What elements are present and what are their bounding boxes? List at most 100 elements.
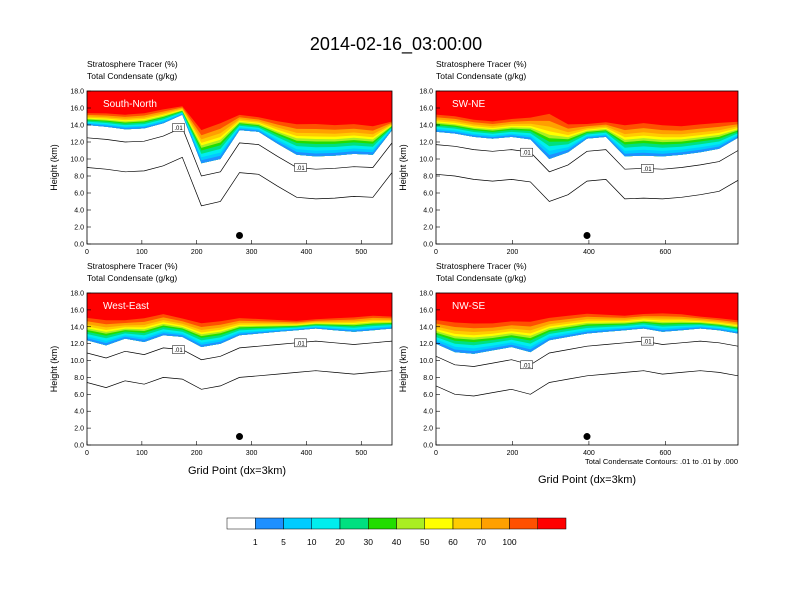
y-tick-label: 0.0 [423,443,433,450]
y-tick-label: 16.0 [70,106,84,113]
x-tick-label: 200 [191,249,203,256]
x-tick-label: 0 [434,450,438,457]
colorbar-swatch [283,517,312,530]
tracer-band-8 [87,325,392,347]
location-marker [236,232,243,239]
panel-3: Stratosphere Tracer (%) Total Condensate … [398,261,739,457]
colorbar-swatch [509,517,538,530]
y-tick-label: 14.0 [419,123,433,130]
colorbar-label: 10 [307,537,317,547]
y-tick-label: 2.0 [74,426,84,433]
colorbar-swatch [452,517,482,530]
tracer-band-10 [436,327,738,354]
condensate-contour-line [87,340,392,361]
panel-title-tracer: Stratosphere Tracer (%) [87,59,178,69]
y-tick-label: 8.0 [74,375,84,382]
main-title: 2014-02-16_03:00:00 [310,34,482,55]
y-axis-title: Height (km) [398,144,408,191]
location-marker [583,232,591,239]
y-tick-label: 2.0 [74,225,84,232]
colorbar: 1 5 10 20 30 40 50 60 70 100 [226,517,567,547]
tracer-top-strip [87,293,392,302]
colorbar-swatch [368,517,397,530]
contour-label: .01 [522,151,531,157]
x-tick-label: 0 [85,249,89,256]
y-tick-label: 8.0 [423,375,433,382]
colorbar-swatch [339,517,369,530]
panel-title-condensate: Total Condensate (g/kg) [436,71,526,81]
y-tick-label: 18.0 [70,89,84,96]
contour-label-box [641,336,654,346]
tracer-top-strip [87,91,392,100]
contour-label-box [172,123,185,132]
x-tick-label: 0 [434,249,438,256]
x-tick-label: 600 [660,249,672,256]
contour-label-box [294,163,307,172]
y-tick-label: 16.0 [419,106,433,113]
y-tick-label: 16.0 [70,307,84,314]
condensate-contour-line [87,370,392,390]
y-tick-label: 8.0 [423,174,433,181]
x-tick-label: 300 [246,249,258,256]
y-tick-label: 6.0 [74,392,84,399]
y-tick-label: 12.0 [419,140,433,147]
tracer-band-9 [87,113,392,164]
y-tick-label: 14.0 [70,324,84,331]
y-axis-title: Height (km) [49,144,59,191]
y-tick-label: 16.0 [419,307,433,314]
contour-label: .01 [296,341,305,347]
colorbar-label: 5 [281,537,286,547]
y-tick-label: 6.0 [423,392,433,399]
colorbar-swatch [537,517,567,530]
y-tick-label: 4.0 [74,208,84,215]
x-tick-label: 0 [85,450,89,457]
x-tick-label: 400 [301,450,313,457]
y-axis-title: Height (km) [398,346,408,393]
colorbar-label: 50 [420,537,430,547]
y-tick-label: 8.0 [74,174,84,181]
colorbar-label: 20 [335,537,345,547]
y-tick-label: 10.0 [70,358,84,365]
contour-label-box [172,345,185,354]
y-tick-label: 10.0 [419,358,433,365]
tracer-field [436,293,738,354]
tracer-field [436,91,738,159]
y-tick-label: 18.0 [70,291,84,298]
contour-label-box [520,360,533,370]
tracer-field [87,91,392,164]
y-tick-label: 4.0 [423,208,433,215]
location-marker [236,433,243,441]
x-tick-label: 300 [246,450,258,457]
y-tick-label: 10.0 [419,157,433,164]
colorbar-label: 30 [364,537,374,547]
contour-label: .01 [174,126,183,132]
y-tick-label: 12.0 [419,341,433,348]
y-axis-title: Height (km) [49,346,59,393]
contour-label-box [294,338,307,348]
y-tick-label: 6.0 [74,191,84,198]
x-axis-title-left: Grid Point (dx=3km) [188,465,286,477]
contour-label: .01 [296,166,305,172]
colorbar-swatch [396,517,425,530]
colorbar-label: 100 [502,537,516,547]
panel-label: West-East [103,301,149,312]
x-tick-label: 200 [191,450,203,457]
plot-frame [86,90,393,245]
x-tick-label: 200 [507,450,519,457]
condensate-contour-line [87,156,392,207]
colorbar-label: 40 [392,537,402,547]
tracer-top-strip [436,91,738,100]
location-marker [583,433,591,441]
panel-title-condensate: Total Condensate (g/kg) [87,71,177,81]
y-tick-label: 12.0 [70,341,84,348]
x-tick-label: 600 [660,450,672,457]
plot-frame [435,90,739,245]
colorbar-swatch [255,517,284,530]
contour-label-box [520,147,533,157]
panel-title-condensate: Total Condensate (g/kg) [87,273,177,283]
condensate-contours [87,127,392,207]
contour-note: Total Condensate Contours: .01 to .01 by… [585,457,738,466]
colorbar-swatch [424,517,454,530]
colorbar-swatch [481,517,510,530]
